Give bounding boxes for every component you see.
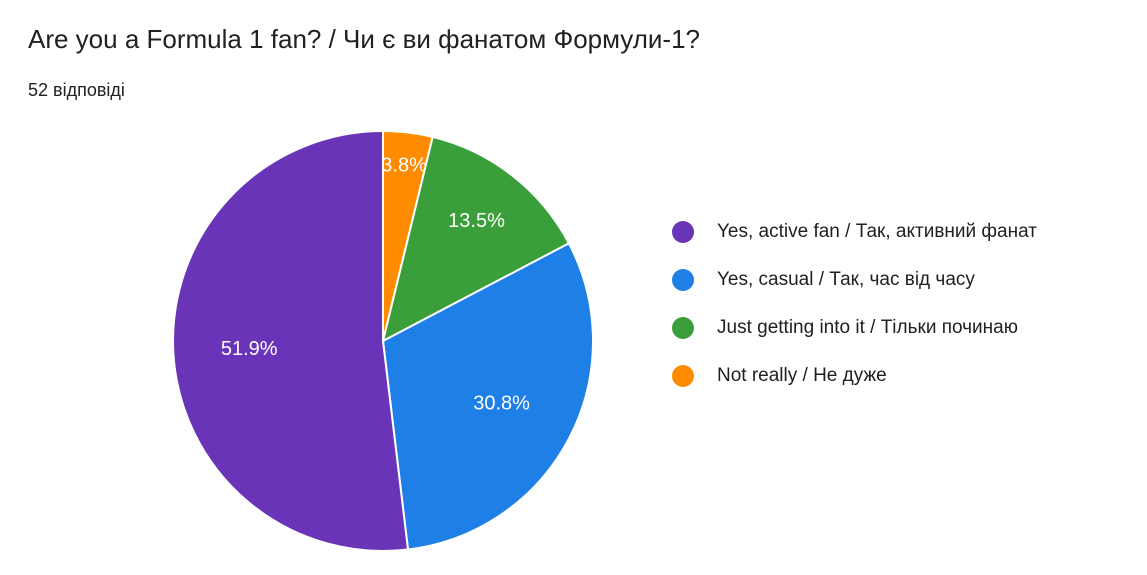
legend-item-getting-into-it[interactable]: Just getting into it / Тільки починаю (672, 304, 1037, 352)
response-count: 52 відповіді (28, 80, 125, 100)
chart-legend: Yes, active fan / Так, активний фанат Ye… (672, 208, 1037, 400)
legend-swatch (672, 221, 694, 243)
slice-percent-label: 30.8% (473, 392, 530, 414)
slice-percent-label: 3.8% (381, 154, 427, 176)
pie-slice[interactable] (381, 135, 571, 343)
legend-label: Yes, casual / Так, час від часу (717, 269, 975, 290)
pie-slice[interactable] (172, 129, 410, 552)
legend-label: Just getting into it / Тільки починаю (717, 317, 1018, 338)
legend-swatch (672, 317, 694, 339)
legend-item-not-really[interactable]: Not really / Не дуже (672, 352, 1037, 400)
slice-percent-label: 51.9% (221, 338, 278, 360)
slice-percent-label: 13.5% (448, 210, 505, 232)
legend-label: Not really / Не дуже (717, 365, 887, 386)
legend-swatch (672, 269, 694, 291)
legend-label: Yes, active fan / Так, активний фанат (717, 221, 1037, 242)
legend-item-casual[interactable]: Yes, casual / Так, час від часу (672, 256, 1037, 304)
chart-title: Are you a Formula 1 fan? / Чи є ви фанат… (28, 24, 701, 54)
pie-slice[interactable] (381, 241, 594, 551)
legend-item-active-fan[interactable]: Yes, active fan / Так, активний фанат (672, 208, 1037, 256)
legend-swatch (672, 365, 694, 387)
